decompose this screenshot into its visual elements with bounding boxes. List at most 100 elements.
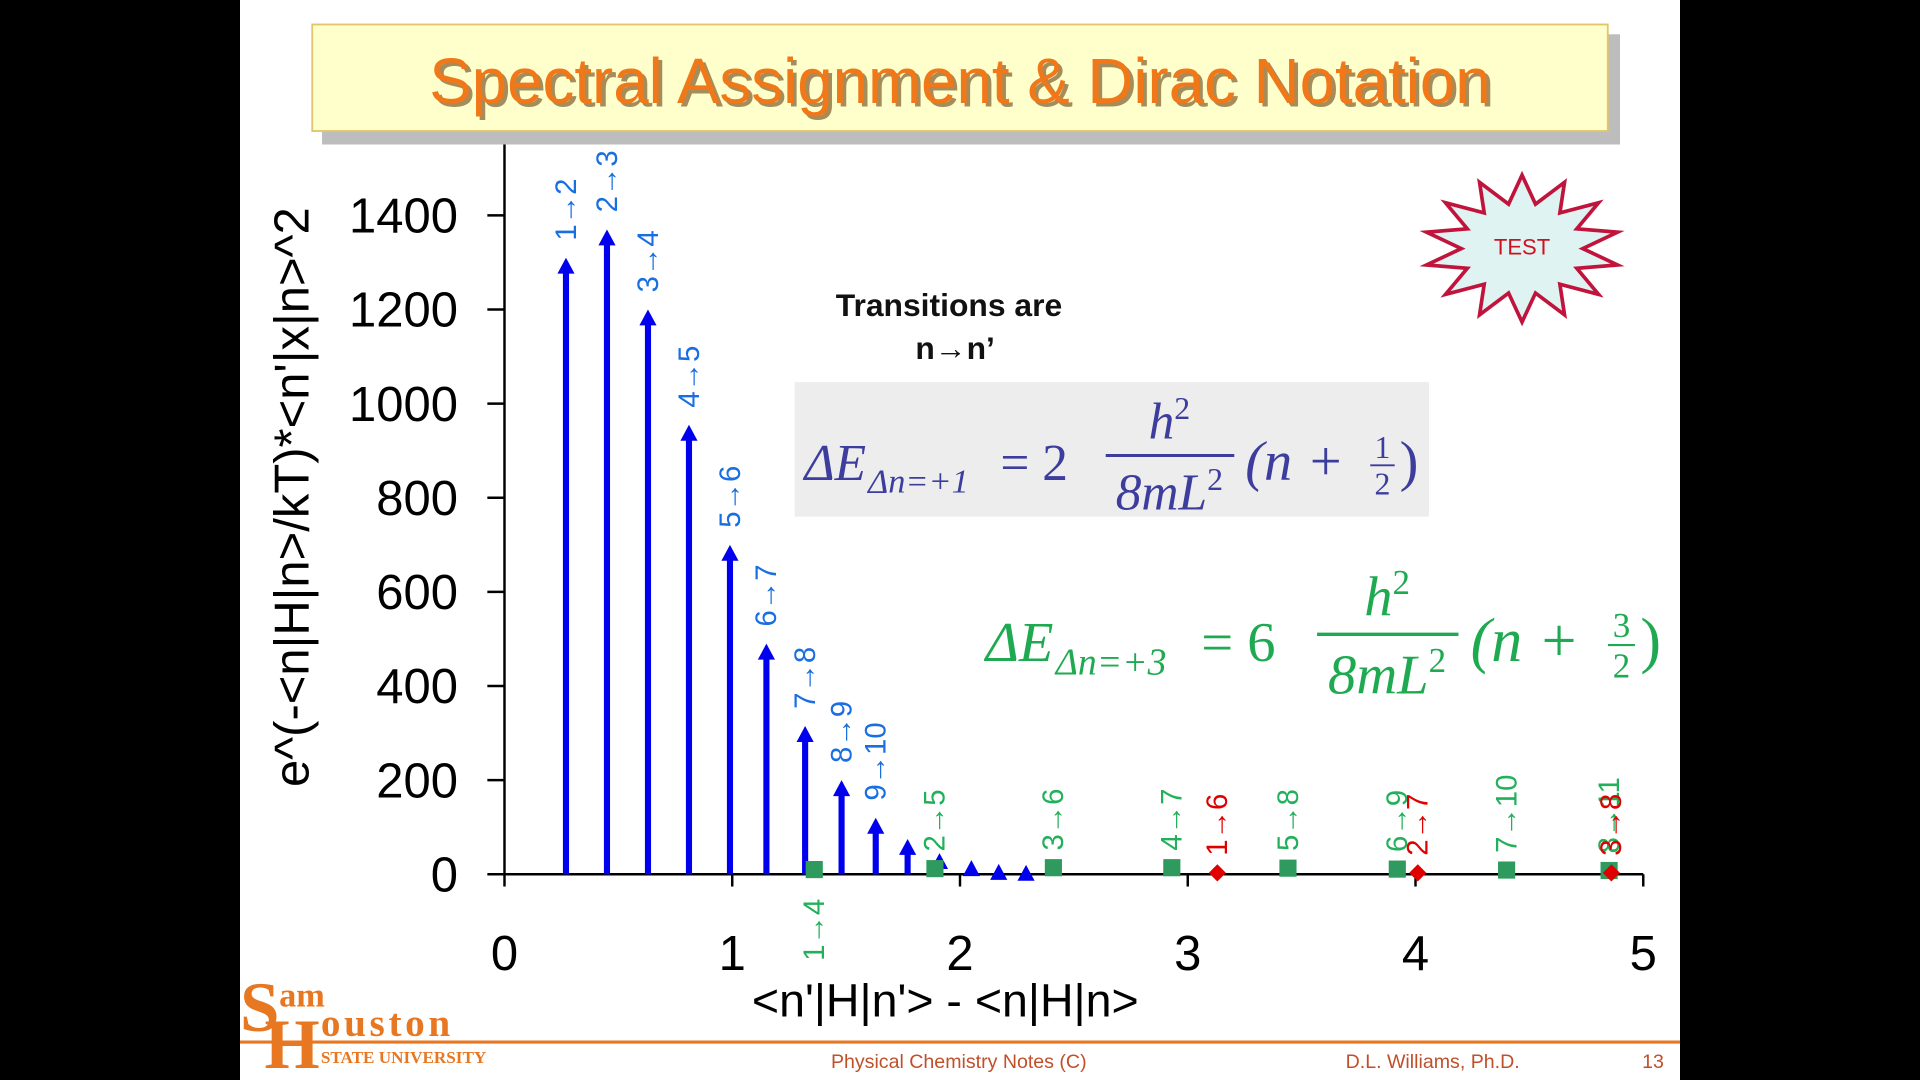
y-tick-label: 800 (376, 472, 458, 526)
eq-denominator: 8mL2 (1328, 641, 1446, 707)
eq-den-exp: 2 (1429, 641, 1447, 680)
arrow-head (962, 860, 980, 877)
transition-label: 3→8 (1595, 794, 1628, 856)
eq-den: 8mL (1328, 645, 1429, 707)
arrow (867, 817, 885, 875)
logo: S am H ouston STATE UNIVERSITY (240, 969, 487, 1080)
eq-coef: = 6 (1201, 612, 1275, 674)
eq-close: ) (1400, 431, 1419, 493)
eq-denominator: 8mL2 (1116, 462, 1223, 522)
arrow (990, 863, 1008, 880)
y-tick-label: 400 (376, 660, 458, 714)
eq-numerator: h2 (1149, 391, 1191, 451)
transition-label: 6→7 (750, 564, 783, 626)
y-tick-label: 1400 (349, 190, 458, 244)
logo-word: am (279, 977, 325, 1015)
y-tick-label: 600 (376, 566, 458, 620)
square-marker (1163, 859, 1181, 877)
arrow-head (867, 817, 885, 834)
transition-label: 7→10 (1490, 775, 1523, 853)
eq-frac-num: 3 (1613, 606, 1631, 645)
arrow-head (680, 424, 698, 441)
arrow-head (639, 309, 657, 326)
note-line: n→n’ (915, 330, 995, 366)
arrow (721, 544, 739, 875)
eq-numerator: h2 (1364, 563, 1410, 629)
y-tick-label: 1200 (349, 284, 458, 338)
x-tick-label: 3 (1174, 927, 1201, 981)
transition-label: 1→4 (798, 899, 831, 961)
transition-label: 7→8 (789, 647, 822, 709)
arrow-head (1017, 864, 1035, 881)
transition-label: 2→5 (919, 789, 952, 851)
square-marker (1044, 859, 1062, 877)
diamond-marker (1208, 864, 1226, 882)
transition-label: 8→11 (1593, 777, 1626, 853)
arrow-head (899, 838, 917, 855)
eq-sub: Δn=+3 (1054, 642, 1167, 684)
arrow-head (990, 863, 1008, 880)
eq-frac-num: 1 (1374, 430, 1390, 465)
eq-den: 8mL (1116, 464, 1207, 521)
arrow (598, 229, 616, 875)
eq-num: h (1149, 393, 1175, 450)
eq-frac-den: 2 (1374, 467, 1390, 502)
y-tick-label: 1000 (349, 378, 458, 432)
arrow (557, 257, 575, 875)
eq-num-exp: 2 (1392, 563, 1410, 602)
transition-label: 1→6 (1201, 794, 1234, 856)
footer-author: D.L. Williams, Ph.D. (1346, 1051, 1520, 1073)
x-tick-label: 4 (1402, 927, 1429, 981)
y-tick-label: 0 (431, 848, 458, 902)
y-axis-title: e^(-<n|H|n>/kT)*<n'|x|n>^2 (266, 207, 320, 787)
transition-label: 2→3 (591, 150, 624, 212)
footer-page: 13 (1642, 1051, 1664, 1073)
logo-subtitle: STATE UNIVERSITY (321, 1048, 487, 1067)
logo-letter: S (240, 969, 280, 1047)
eq-coef: = 2 (1000, 435, 1068, 492)
x-tick-label: 5 (1630, 927, 1657, 981)
transition-label: 3→4 (632, 230, 665, 292)
eq-frac-den: 2 (1613, 646, 1631, 685)
equation-background (794, 382, 1429, 517)
arrow (757, 643, 775, 875)
eq-open: (n + (1471, 607, 1580, 675)
arrow (899, 838, 917, 875)
arrow-head (557, 257, 575, 274)
eq-den-exp: 2 (1207, 462, 1223, 497)
transition-label: 1→2 (550, 179, 583, 241)
eq-lhs: ΔE (802, 435, 866, 492)
transition-label: 3→6 (1037, 788, 1070, 850)
arrow (1017, 864, 1035, 881)
x-axis-title: <n'|H|n'> - <n|H|n> (752, 974, 1139, 1026)
eq-num: h (1364, 566, 1392, 628)
transition-label: 6→9 (1381, 790, 1414, 852)
y-tick-label: 200 (376, 754, 458, 808)
eq-lhs: ΔE (984, 612, 1054, 674)
transition-label: 4→7 (1156, 788, 1189, 850)
arrow (962, 860, 980, 877)
title-box (311, 23, 1609, 132)
eq-close: ) (1640, 607, 1661, 675)
square-marker (1279, 859, 1297, 877)
arrow-head (721, 544, 739, 561)
transition-label: 5→6 (714, 466, 747, 528)
note-line: Transitions are (836, 287, 1062, 323)
square-marker (1498, 861, 1516, 879)
transition-label: 9→10 (860, 722, 893, 800)
x-tick-label: 1 (719, 927, 746, 981)
arrow (796, 726, 814, 875)
footer-course: Physical Chemistry Notes (C) (831, 1051, 1087, 1073)
slide-background (240, 0, 1680, 1080)
square-marker (1388, 860, 1406, 878)
arrow-head (598, 229, 616, 246)
arrow-head (832, 780, 851, 797)
square-marker (926, 860, 944, 878)
arrow-head (757, 643, 775, 660)
logo-word: ouston (321, 1002, 454, 1045)
title-shadow-text: Spectral Assignment & Dirac Notation (433, 50, 1494, 121)
